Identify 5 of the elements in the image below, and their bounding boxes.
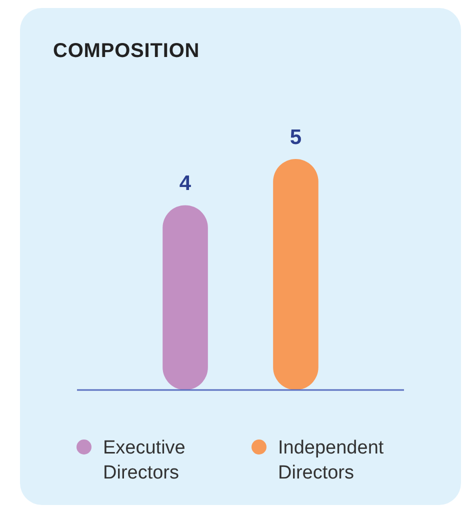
data-label: 5	[290, 126, 302, 149]
x-tick-label: Executive Directors	[103, 438, 186, 484]
data-label: 4	[179, 172, 192, 196]
x-tick-label: Independent Directors	[278, 438, 384, 484]
chart-title: COMPOSITION	[53, 40, 200, 62]
